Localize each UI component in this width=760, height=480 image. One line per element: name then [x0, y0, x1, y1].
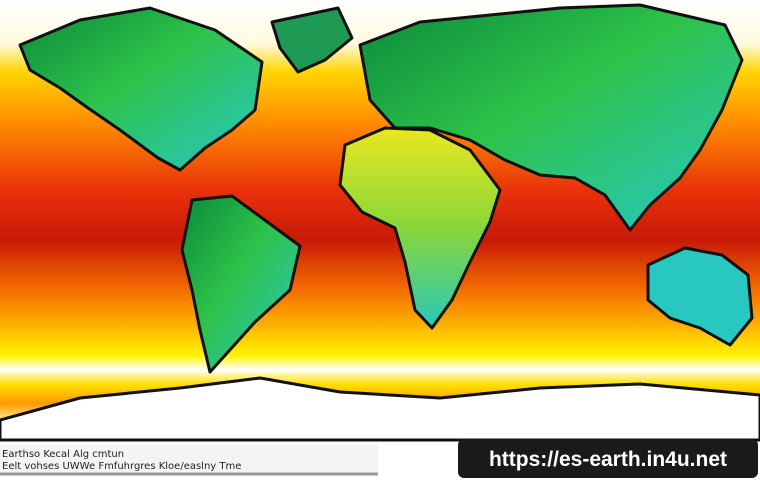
watermark: https://es-earth.in4u.net	[489, 448, 727, 471]
watermark-box	[458, 439, 758, 478]
africa	[338, 126, 502, 330]
caption-line: Earthso Kecal Alg cmtun	[2, 449, 124, 460]
australia	[646, 246, 754, 347]
north-america	[18, 6, 264, 172]
caption-line: Eelt vohses UWWe Fmfuhrgres Kloe/easlny …	[2, 461, 241, 472]
eurasia	[358, 3, 744, 232]
south-america	[180, 194, 302, 374]
greenland	[270, 6, 354, 74]
caption-box	[0, 445, 378, 475]
